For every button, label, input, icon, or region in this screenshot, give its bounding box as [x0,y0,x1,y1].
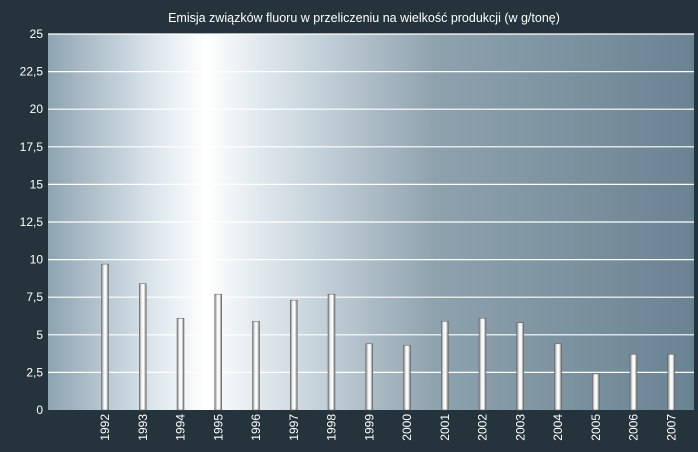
bars [101,263,675,411]
x-tick-label-1994: 1994 [174,414,188,441]
bar-2006 [629,354,638,411]
chart-title: Emisja związków fluoru w przeliczeniu na… [168,11,560,25]
x-tick-label-2006: 2006 [627,414,641,441]
y-tick-label: 2,5 [26,365,43,379]
y-tick-label: 7,5 [26,290,43,304]
x-tick-label-2002: 2002 [476,414,490,441]
y-tick-label: 15 [30,177,44,191]
x-tick-label-1993: 1993 [136,414,150,441]
x-tick-label-1999: 1999 [362,414,376,441]
x-tick-label-1998: 1998 [325,414,339,441]
x-tick-label-2003: 2003 [513,414,527,441]
x-tick-label-1992: 1992 [98,414,112,441]
y-tick-label: 0 [36,403,43,417]
y-tick-label: 17,5 [20,140,44,154]
bar-1994 [176,318,185,411]
bar-1998 [327,293,336,411]
gridlines [48,33,694,373]
bar-1993 [139,283,147,411]
y-tick-label: 10 [30,253,44,267]
bar-1996 [252,321,260,411]
bar-1999 [365,343,373,411]
x-tick-label-2007: 2007 [664,414,678,441]
y-tick-label: 12,5 [20,215,44,229]
x-tick-label-2001: 2001 [438,414,452,441]
bar-2002 [478,318,487,411]
bar-1997 [290,299,298,411]
bar-2007 [667,354,675,411]
y-tick-label: 20 [30,102,44,116]
bar-1995 [214,293,222,411]
y-axis-ticks: 0 2,5 5 7,5 10 12,5 15 17,5 20 22,5 25 [20,27,44,417]
x-tick-label-2000: 2000 [400,414,414,441]
x-tick-label-2005: 2005 [589,414,603,441]
y-tick-label: 22,5 [20,65,44,79]
y-tick-label: 25 [30,27,44,41]
x-tick-label-1996: 1996 [249,414,263,441]
x-axis-ticks: 1992 1993 1994 1995 1996 1997 1998 1999 2000 2001… [98,414,678,441]
x-tick-label-1995: 1995 [211,414,225,441]
y-tick-label: 5 [36,328,43,342]
bar-2004 [554,343,562,411]
x-tick-label-2004: 2004 [551,414,565,441]
x-tick-label-1997: 1997 [287,414,301,441]
bar-2001 [441,321,449,411]
bar-1992 [101,263,109,411]
bar-2000 [403,345,411,411]
bar-2005 [592,373,600,411]
bar-2003 [516,322,524,411]
